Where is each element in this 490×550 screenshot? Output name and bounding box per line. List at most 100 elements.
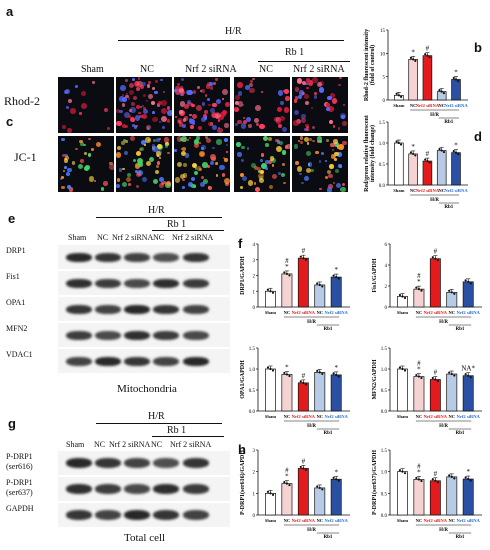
cell-spot	[142, 176, 148, 182]
cell-spot	[250, 80, 253, 83]
cell-spot	[146, 84, 151, 88]
y-axis-label: (fold of control)	[369, 45, 376, 85]
bar	[397, 471, 408, 516]
cell-spot	[275, 146, 282, 153]
cell-spot	[284, 145, 289, 149]
micro-rb-line	[258, 61, 350, 62]
data-point	[415, 286, 418, 289]
cell-spot	[125, 92, 129, 96]
bar	[462, 375, 474, 412]
data-point	[420, 289, 423, 292]
cell-spot	[176, 161, 183, 168]
cell-spot	[204, 110, 208, 115]
cell-spot	[224, 181, 229, 186]
panel-letter-e: e	[8, 211, 16, 226]
y-tick-label: 0.0	[249, 410, 256, 415]
cell-spot	[123, 151, 128, 156]
data-point	[398, 366, 402, 369]
bar	[408, 153, 418, 186]
cell-spot	[332, 98, 338, 104]
cell-spot	[306, 125, 310, 129]
bar	[413, 479, 425, 516]
cell-spot	[145, 160, 151, 167]
cell-spot	[119, 109, 123, 114]
cell-spot	[278, 172, 282, 176]
cell-spot	[306, 142, 310, 145]
cell-spot	[240, 123, 247, 129]
cell-spot	[293, 99, 298, 104]
y-tick-label: 1.5	[381, 347, 388, 352]
cell-spot	[152, 146, 159, 152]
cell-spot	[87, 153, 91, 157]
blot-g-rb-header: Rb 1	[167, 425, 187, 436]
significance-mark: *	[454, 68, 458, 76]
cell-spot	[257, 173, 264, 180]
cell-spot	[138, 147, 143, 152]
cell-spot	[305, 150, 311, 157]
y-axis-label: DRP1/GAPDH	[240, 256, 246, 295]
cell-spot	[328, 174, 333, 179]
cell-spot	[310, 168, 314, 173]
cell-spot	[118, 168, 123, 173]
cell-spot	[196, 166, 202, 171]
data-point	[285, 482, 289, 485]
cell-spot	[141, 113, 148, 120]
cell-spot	[129, 108, 133, 112]
cell-spot	[124, 112, 130, 119]
cell-spot	[326, 103, 329, 106]
blot-g-lane-rb-sirna: Nrf 2 siRNA	[170, 440, 212, 449]
cell-spot	[342, 103, 346, 107]
y-axis-label: Red/green relative fluorescent	[364, 115, 370, 192]
cell-spot	[339, 77, 342, 80]
data-point	[442, 150, 446, 154]
cell-spot	[215, 78, 218, 81]
cell-spot	[68, 186, 74, 192]
y-tick-label: 0	[385, 306, 388, 311]
cell-spot	[75, 147, 78, 151]
cell-spot	[260, 90, 264, 94]
cell-spot	[283, 181, 286, 185]
cell-spot	[246, 117, 252, 123]
blot-band	[153, 330, 179, 340]
cell-spot	[284, 89, 289, 94]
cell-spot	[275, 138, 279, 143]
data-point	[321, 488, 324, 491]
significance-mark: *	[417, 468, 421, 476]
cell-spot	[318, 87, 325, 93]
group-label: NC	[316, 310, 323, 315]
cell-spot	[182, 178, 185, 182]
data-point	[337, 277, 340, 280]
data-point	[450, 372, 453, 376]
blot-band	[66, 458, 92, 468]
cell-spot	[187, 101, 192, 107]
cell-spot	[152, 111, 155, 114]
data-point	[271, 493, 275, 496]
data-point	[401, 367, 404, 371]
cell-spot	[284, 96, 290, 101]
cell-spot	[198, 126, 203, 130]
cell-spot	[182, 91, 186, 94]
blot-band	[153, 278, 179, 288]
cell-spot	[241, 158, 245, 163]
rb-label: Rb1	[324, 327, 333, 332]
significance-mark: #	[285, 467, 289, 475]
cell-spot	[120, 140, 125, 145]
data-point	[316, 369, 319, 372]
cell-spot	[187, 100, 191, 104]
data-point	[414, 154, 417, 157]
cell-spot	[199, 181, 205, 188]
cell-spot	[206, 138, 212, 144]
data-point	[412, 152, 415, 156]
significance-mark: #	[285, 257, 289, 265]
cell-spot	[175, 88, 182, 95]
data-point	[332, 372, 335, 375]
bar	[297, 468, 309, 516]
cell-spot	[190, 183, 196, 189]
cell-spot	[124, 78, 128, 82]
group-label: Nrf2 siRNA	[444, 103, 468, 108]
cell-spot	[185, 153, 190, 158]
cell-spot	[66, 106, 70, 110]
cell-spot	[136, 86, 141, 91]
cell-spot	[135, 105, 140, 110]
data-point	[454, 151, 458, 154]
